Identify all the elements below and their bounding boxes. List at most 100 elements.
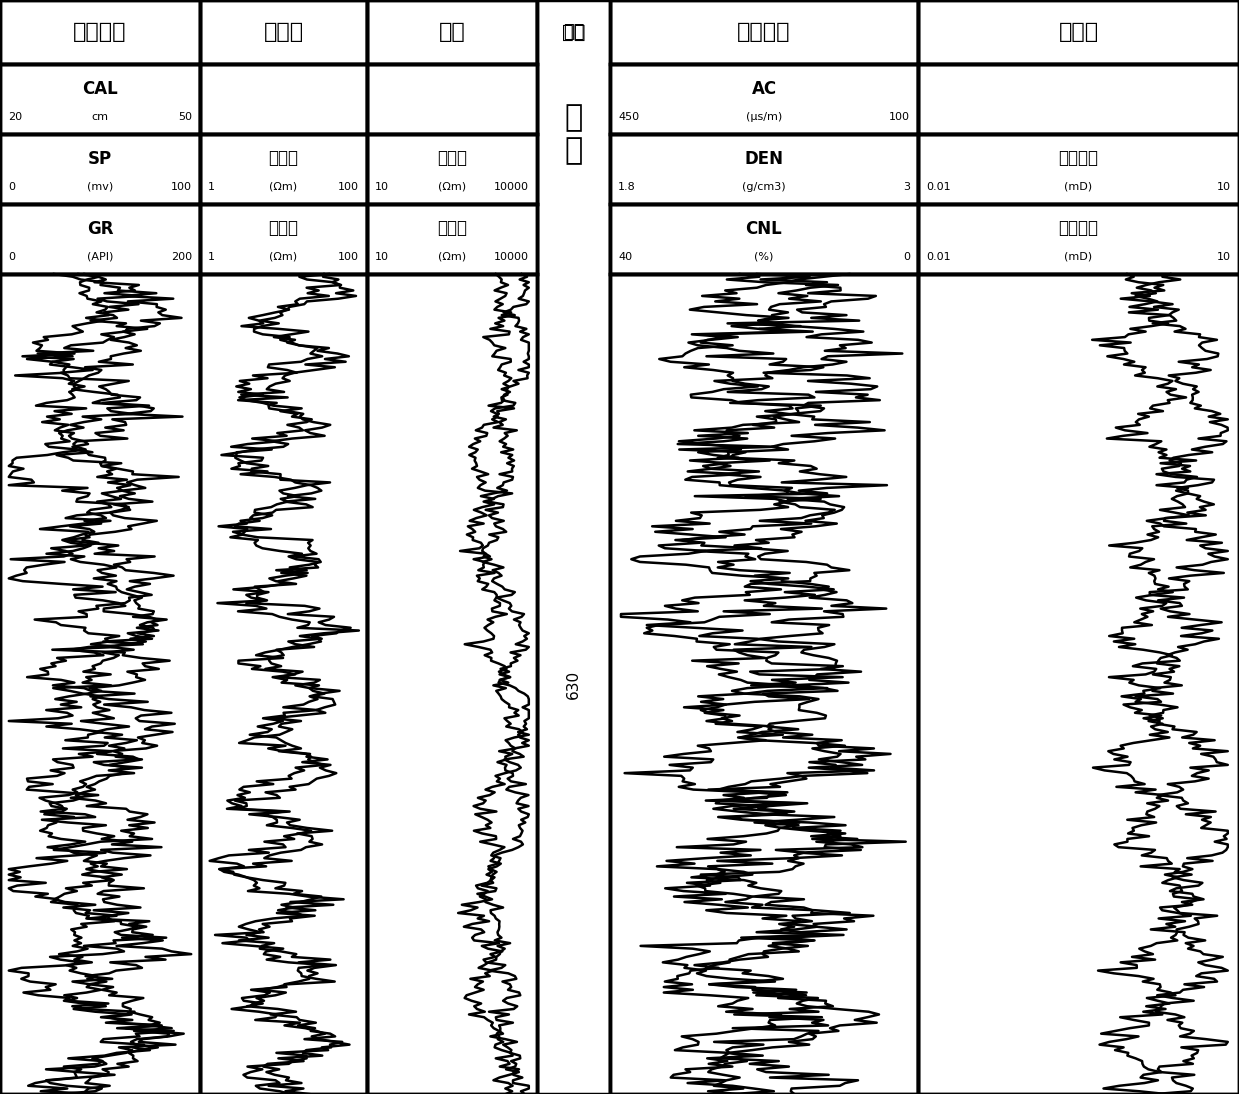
Text: 浅侧向: 浅侧向 [437, 150, 467, 167]
Bar [0, 133, 199, 203]
Bar [610, 0, 918, 65]
Bar [610, 133, 918, 203]
Bar [610, 65, 918, 133]
Text: GR: GR [87, 220, 113, 237]
Text: (API): (API) [87, 252, 113, 261]
Bar [536, 0, 610, 65]
Text: 10: 10 [375, 182, 389, 191]
Bar [199, 65, 367, 133]
Text: 0: 0 [7, 252, 15, 261]
Bar [367, 274, 536, 1094]
Bar [199, 274, 367, 1094]
Text: 微电极: 微电极 [264, 22, 304, 42]
Text: 3: 3 [903, 182, 909, 191]
Text: 200: 200 [171, 252, 192, 261]
Bar [918, 65, 1239, 133]
Bar [536, 0, 610, 1094]
Text: 1: 1 [208, 252, 216, 261]
Bar [610, 0, 918, 65]
Text: 1.8: 1.8 [618, 182, 636, 191]
Bar [199, 65, 367, 133]
Text: (mD): (mD) [1064, 252, 1093, 261]
Text: 渗透率: 渗透率 [1058, 22, 1099, 42]
Text: 深
度: 深 度 [565, 103, 582, 165]
Bar [0, 203, 199, 274]
Text: 侧向: 侧向 [439, 22, 466, 42]
Text: (μs/m): (μs/m) [746, 112, 782, 121]
Bar [918, 274, 1239, 1094]
Text: 10000: 10000 [494, 182, 529, 191]
Text: 1: 1 [208, 182, 216, 191]
Text: 微电位: 微电位 [269, 150, 299, 167]
Text: CNL: CNL [746, 220, 782, 237]
Text: 0: 0 [7, 182, 15, 191]
Bar [918, 203, 1239, 274]
Bar [367, 133, 536, 203]
Text: 三孔隙度: 三孔隙度 [737, 22, 790, 42]
Text: 450: 450 [618, 112, 639, 121]
Text: 泥质指示: 泥质指示 [73, 22, 126, 42]
Bar [918, 133, 1239, 203]
Text: AC: AC [751, 80, 777, 97]
Bar [918, 0, 1239, 65]
Bar [0, 133, 199, 203]
Text: 深度: 深度 [563, 23, 585, 40]
Text: 100: 100 [171, 182, 192, 191]
Text: 10: 10 [375, 252, 389, 261]
Bar [367, 0, 536, 65]
Text: 630: 630 [566, 670, 581, 699]
Bar [0, 0, 199, 65]
Text: 0: 0 [903, 252, 909, 261]
Bar [199, 133, 367, 203]
Text: 100: 100 [338, 252, 359, 261]
Text: 50: 50 [178, 112, 192, 121]
Text: 20: 20 [7, 112, 22, 121]
Text: CAL: CAL [82, 80, 118, 97]
Text: 10: 10 [1217, 182, 1232, 191]
Text: SP: SP [88, 150, 112, 167]
Bar [918, 203, 1239, 274]
Text: 40: 40 [618, 252, 632, 261]
Text: (%): (%) [755, 252, 773, 261]
Bar [918, 133, 1239, 203]
Text: 深度: 深度 [561, 23, 585, 42]
Bar [610, 203, 918, 274]
Text: 模型计算: 模型计算 [1058, 220, 1099, 237]
Text: (Ωm): (Ωm) [269, 182, 297, 191]
Bar [199, 203, 367, 274]
Bar [199, 274, 367, 1094]
Bar [0, 274, 199, 1094]
Text: 0.01: 0.01 [926, 182, 950, 191]
Bar [199, 203, 367, 274]
Text: (mD): (mD) [1064, 182, 1093, 191]
Text: 10: 10 [1217, 252, 1232, 261]
Text: 0.01: 0.01 [926, 252, 950, 261]
Bar [918, 65, 1239, 133]
Text: (Ωm): (Ωm) [437, 182, 466, 191]
Text: 岩心分析: 岩心分析 [1058, 150, 1099, 167]
Bar [610, 274, 918, 1094]
Bar [0, 203, 199, 274]
Bar [199, 0, 367, 65]
Text: (g/cm3): (g/cm3) [742, 182, 786, 191]
Bar [0, 65, 199, 133]
Bar [367, 0, 536, 65]
Text: cm: cm [92, 112, 109, 121]
Bar [367, 133, 536, 203]
Bar [610, 203, 918, 274]
Bar [367, 65, 536, 133]
Bar [918, 274, 1239, 1094]
Text: 100: 100 [890, 112, 909, 121]
Bar [367, 65, 536, 133]
Bar [199, 133, 367, 203]
Text: 10000: 10000 [494, 252, 529, 261]
Text: (Ωm): (Ωm) [437, 252, 466, 261]
Text: 100: 100 [338, 182, 359, 191]
Bar [0, 274, 199, 1094]
Text: (mv): (mv) [87, 182, 113, 191]
Text: 微梯度: 微梯度 [269, 220, 299, 237]
Bar [199, 0, 367, 65]
Bar [610, 274, 918, 1094]
Text: (Ωm): (Ωm) [269, 252, 297, 261]
Bar [367, 274, 536, 1094]
